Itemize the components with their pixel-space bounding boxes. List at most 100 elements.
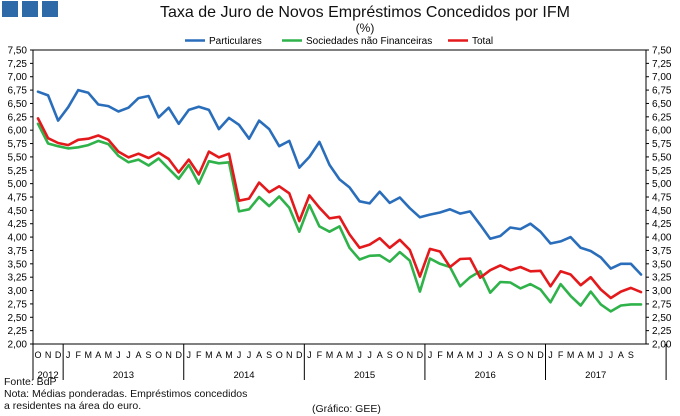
x-month-label: J <box>357 350 362 360</box>
series-line-total <box>36 117 643 300</box>
note-line-1: Nota: Médias ponderadas. Empréstimos con… <box>4 388 248 400</box>
y-tick-label-right: 7,50 <box>652 46 672 57</box>
legend-label: Particulares <box>209 36 262 47</box>
series-line-sociedades-n-o-financeiras <box>36 122 643 313</box>
x-month-label: A <box>497 350 503 360</box>
x-year-label: 2017 <box>585 370 606 381</box>
y-tick-label-left: 7,25 <box>8 59 28 70</box>
x-month-label: N <box>165 350 172 360</box>
x-month-label: S <box>146 350 152 360</box>
x-month-label: A <box>457 350 463 360</box>
legend-label: Total <box>472 36 493 47</box>
x-month-label: J <box>478 350 483 360</box>
y-tick-label-left: 3,25 <box>8 273 28 284</box>
y-tick-label-left: 5,25 <box>8 166 28 177</box>
x-month-label: J <box>609 350 614 360</box>
x-month-label: A <box>256 350 262 360</box>
x-month-label: A <box>336 350 342 360</box>
x-month-label: N <box>527 350 534 360</box>
x-month-label: A <box>618 350 624 360</box>
x-month-label: J <box>599 350 604 360</box>
y-tick-label-right: 5,50 <box>652 152 672 163</box>
x-month-label: A <box>216 350 222 360</box>
logo-square-2 <box>22 1 38 17</box>
y-tick-label-left: 4,25 <box>8 219 28 230</box>
y-tick-label-left: 7,00 <box>8 72 28 83</box>
chart-notes: Fonte: BdP Nota: Médias ponderadas. Empr… <box>4 376 247 412</box>
x-month-label: S <box>266 350 272 360</box>
x-month-label: A <box>136 350 142 360</box>
x-month-label: M <box>326 350 334 360</box>
x-year-label: 2014 <box>233 370 254 381</box>
x-month-label: N <box>407 350 414 360</box>
x-month-label: D <box>55 350 62 360</box>
x-month-label: A <box>578 350 584 360</box>
chart-title: Taxa de Juro de Novos Empréstimos Conced… <box>160 4 570 21</box>
x-month-label: N <box>45 350 52 360</box>
x-year-label: 2013 <box>113 370 134 381</box>
x-month-label: M <box>587 350 595 360</box>
y-tick-label-left: 4,00 <box>8 233 28 244</box>
y-tick-label-right: 7,00 <box>652 72 672 83</box>
plot-frame <box>32 49 647 345</box>
y-tick-label-right: 6,25 <box>652 112 672 123</box>
y-tick-label-left: 6,50 <box>8 99 28 110</box>
y-tick-label-right: 6,75 <box>652 86 672 97</box>
x-year-label: 2012 <box>38 370 59 381</box>
y-tick-label-left: 2,50 <box>8 313 28 324</box>
x-year-label: 2015 <box>354 370 375 381</box>
x-month-label: J <box>116 350 121 360</box>
y-tick-label-left: 4,50 <box>8 206 28 217</box>
y-tick-label-left: 7,50 <box>8 46 28 57</box>
y-tick-label-left: 2,25 <box>8 326 28 337</box>
y-tick-label-left: 2,75 <box>8 299 28 310</box>
x-month-label: F <box>437 350 443 360</box>
x-month-label: N <box>286 350 293 360</box>
y-tick-label-left: 4,75 <box>8 193 28 204</box>
x-month-label: A <box>95 350 101 360</box>
x-month-label: S <box>507 350 513 360</box>
x-month-label: F <box>558 350 564 360</box>
x-month-label: O <box>517 350 524 360</box>
x-month-label: J <box>247 350 252 360</box>
x-month-label: S <box>628 350 634 360</box>
y-tick-label-right: 3,75 <box>652 246 672 257</box>
y-tick-label-left: 2,00 <box>8 340 28 351</box>
y-tick-label-left: 5,50 <box>8 152 28 163</box>
x-month-label: M <box>225 350 233 360</box>
y-tick-label-right: 4,25 <box>652 219 672 230</box>
x-month-label: F <box>196 350 202 360</box>
logo-square-1 <box>2 1 18 17</box>
y-tick-label-right: 6,50 <box>652 99 672 110</box>
x-month-label: M <box>205 350 213 360</box>
x-month-label: J <box>548 350 553 360</box>
logo-square-3 <box>42 1 58 17</box>
chart-credit: (Gráfico: GEE) <box>312 403 381 415</box>
x-month-label: F <box>317 350 323 360</box>
x-month-label: M <box>446 350 454 360</box>
x-month-label: J <box>187 350 192 360</box>
y-tick-label-right: 7,25 <box>652 59 672 70</box>
x-month-label: A <box>377 350 383 360</box>
y-tick-label-left: 5,75 <box>8 139 28 150</box>
x-month-label: D <box>417 350 424 360</box>
x-year-label: 2016 <box>475 370 496 381</box>
x-month-label: M <box>567 350 575 360</box>
y-tick-label-right: 3,25 <box>652 273 672 284</box>
y-tick-label-right: 5,00 <box>652 179 672 190</box>
y-tick-label-right: 2,75 <box>652 299 672 310</box>
y-tick-label-left: 6,25 <box>8 112 28 123</box>
y-tick-label-right: 4,75 <box>652 193 672 204</box>
x-month-label: F <box>75 350 81 360</box>
x-month-label: O <box>396 350 403 360</box>
y-tick-label-right: 2,25 <box>652 326 672 337</box>
x-month-label: J <box>126 350 131 360</box>
x-month-label: J <box>367 350 372 360</box>
x-month-label: S <box>387 350 393 360</box>
source-text: Fonte: BdP <box>4 376 57 388</box>
x-month-label: J <box>66 350 71 360</box>
y-tick-label-left: 6,75 <box>8 86 28 97</box>
x-month-label: M <box>85 350 93 360</box>
y-tick-label-right: 2,00 <box>652 340 672 351</box>
